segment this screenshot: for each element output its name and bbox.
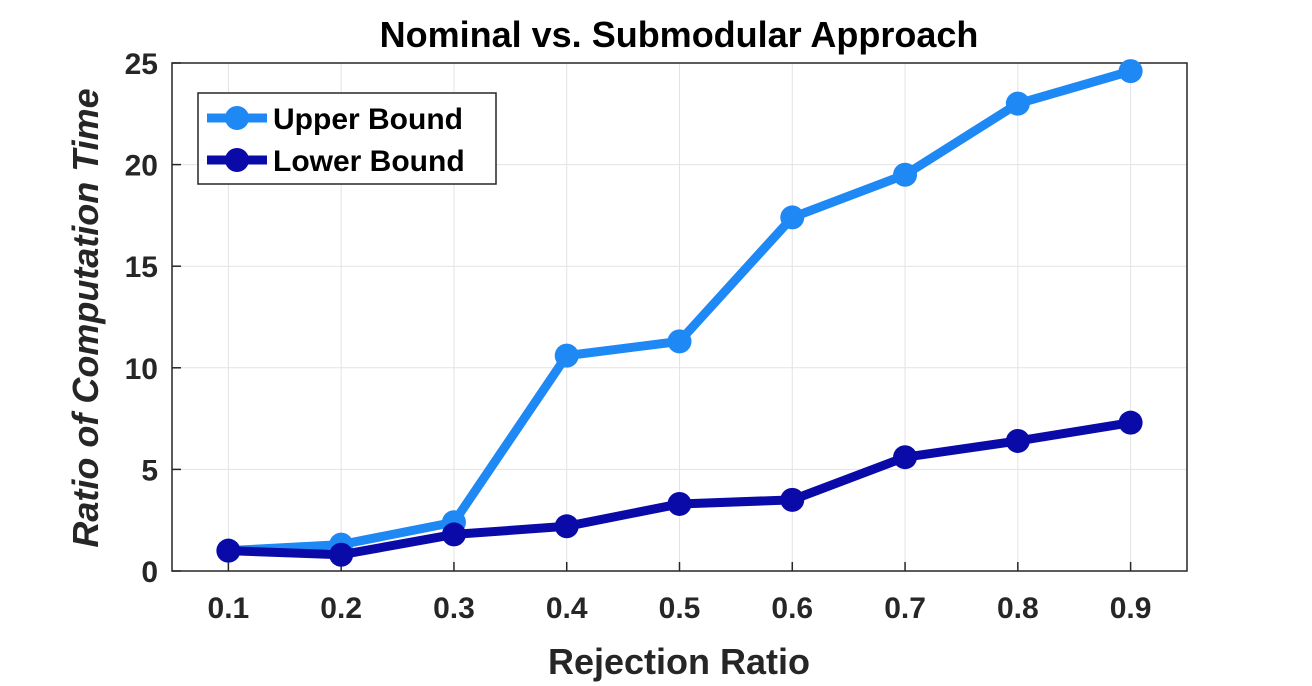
x-tick-label: 0.7 [884,592,926,625]
series-lower-bound [216,410,1143,567]
data-point-upper-bound [893,162,918,187]
x-tick-label: 0.3 [433,592,475,625]
x-tick-label: 0.2 [320,592,362,625]
legend-label-lower-bound: Lower Bound [273,145,465,178]
x-tick-label: 0.8 [997,592,1039,625]
data-point-lower-bound [667,491,692,516]
y-tick-label: 25 [125,48,158,81]
data-point-upper-bound [1118,59,1143,84]
x-tick-label: 0.6 [771,592,813,625]
data-point-upper-bound [780,205,805,230]
series-group [216,59,1143,567]
legend-label-upper-bound: Upper Bound [273,103,463,136]
data-point-upper-bound [1005,91,1030,116]
legend: Upper Bound Lower Bound [197,92,497,185]
data-point-lower-bound [329,542,354,567]
series-upper-bound [216,59,1143,563]
data-point-upper-bound [554,343,579,368]
y-tick-label: 5 [141,454,158,487]
data-point-upper-bound [667,329,692,354]
y-tick-label: 10 [125,353,158,386]
y-tick-label: 0 [141,556,158,589]
x-tick-label: 0.1 [208,592,250,625]
data-point-lower-bound [780,487,805,512]
chart-title: Nominal vs. Submodular Approach [380,14,979,55]
legend-entry-lower-bound: Lower Bound [207,145,465,178]
x-axis-ticks: 0.1 0.2 0.3 0.4 0.5 0.6 0.7 0.8 0.9 [208,562,1152,625]
legend-marker-upper-bound [225,106,249,130]
data-point-lower-bound [554,514,579,539]
data-point-lower-bound [216,538,241,563]
y-tick-label: 20 [125,150,158,183]
y-tick-label: 15 [125,251,158,284]
x-tick-label: 0.4 [546,592,588,625]
data-point-lower-bound [441,522,466,547]
x-tick-label: 0.9 [1110,592,1152,625]
legend-marker-lower-bound [225,148,249,172]
y-axis-ticks: 0 5 10 15 20 25 [125,48,181,589]
legend-box [197,92,497,185]
x-tick-label: 0.5 [659,592,701,625]
data-point-lower-bound [893,445,918,470]
x-axis-label: Rejection Ratio [548,641,810,682]
data-point-lower-bound [1005,428,1030,453]
data-point-lower-bound [1118,410,1143,435]
legend-entry-upper-bound: Upper Bound [207,103,463,136]
y-axis-label: Ratio of Computation Time [65,88,106,547]
